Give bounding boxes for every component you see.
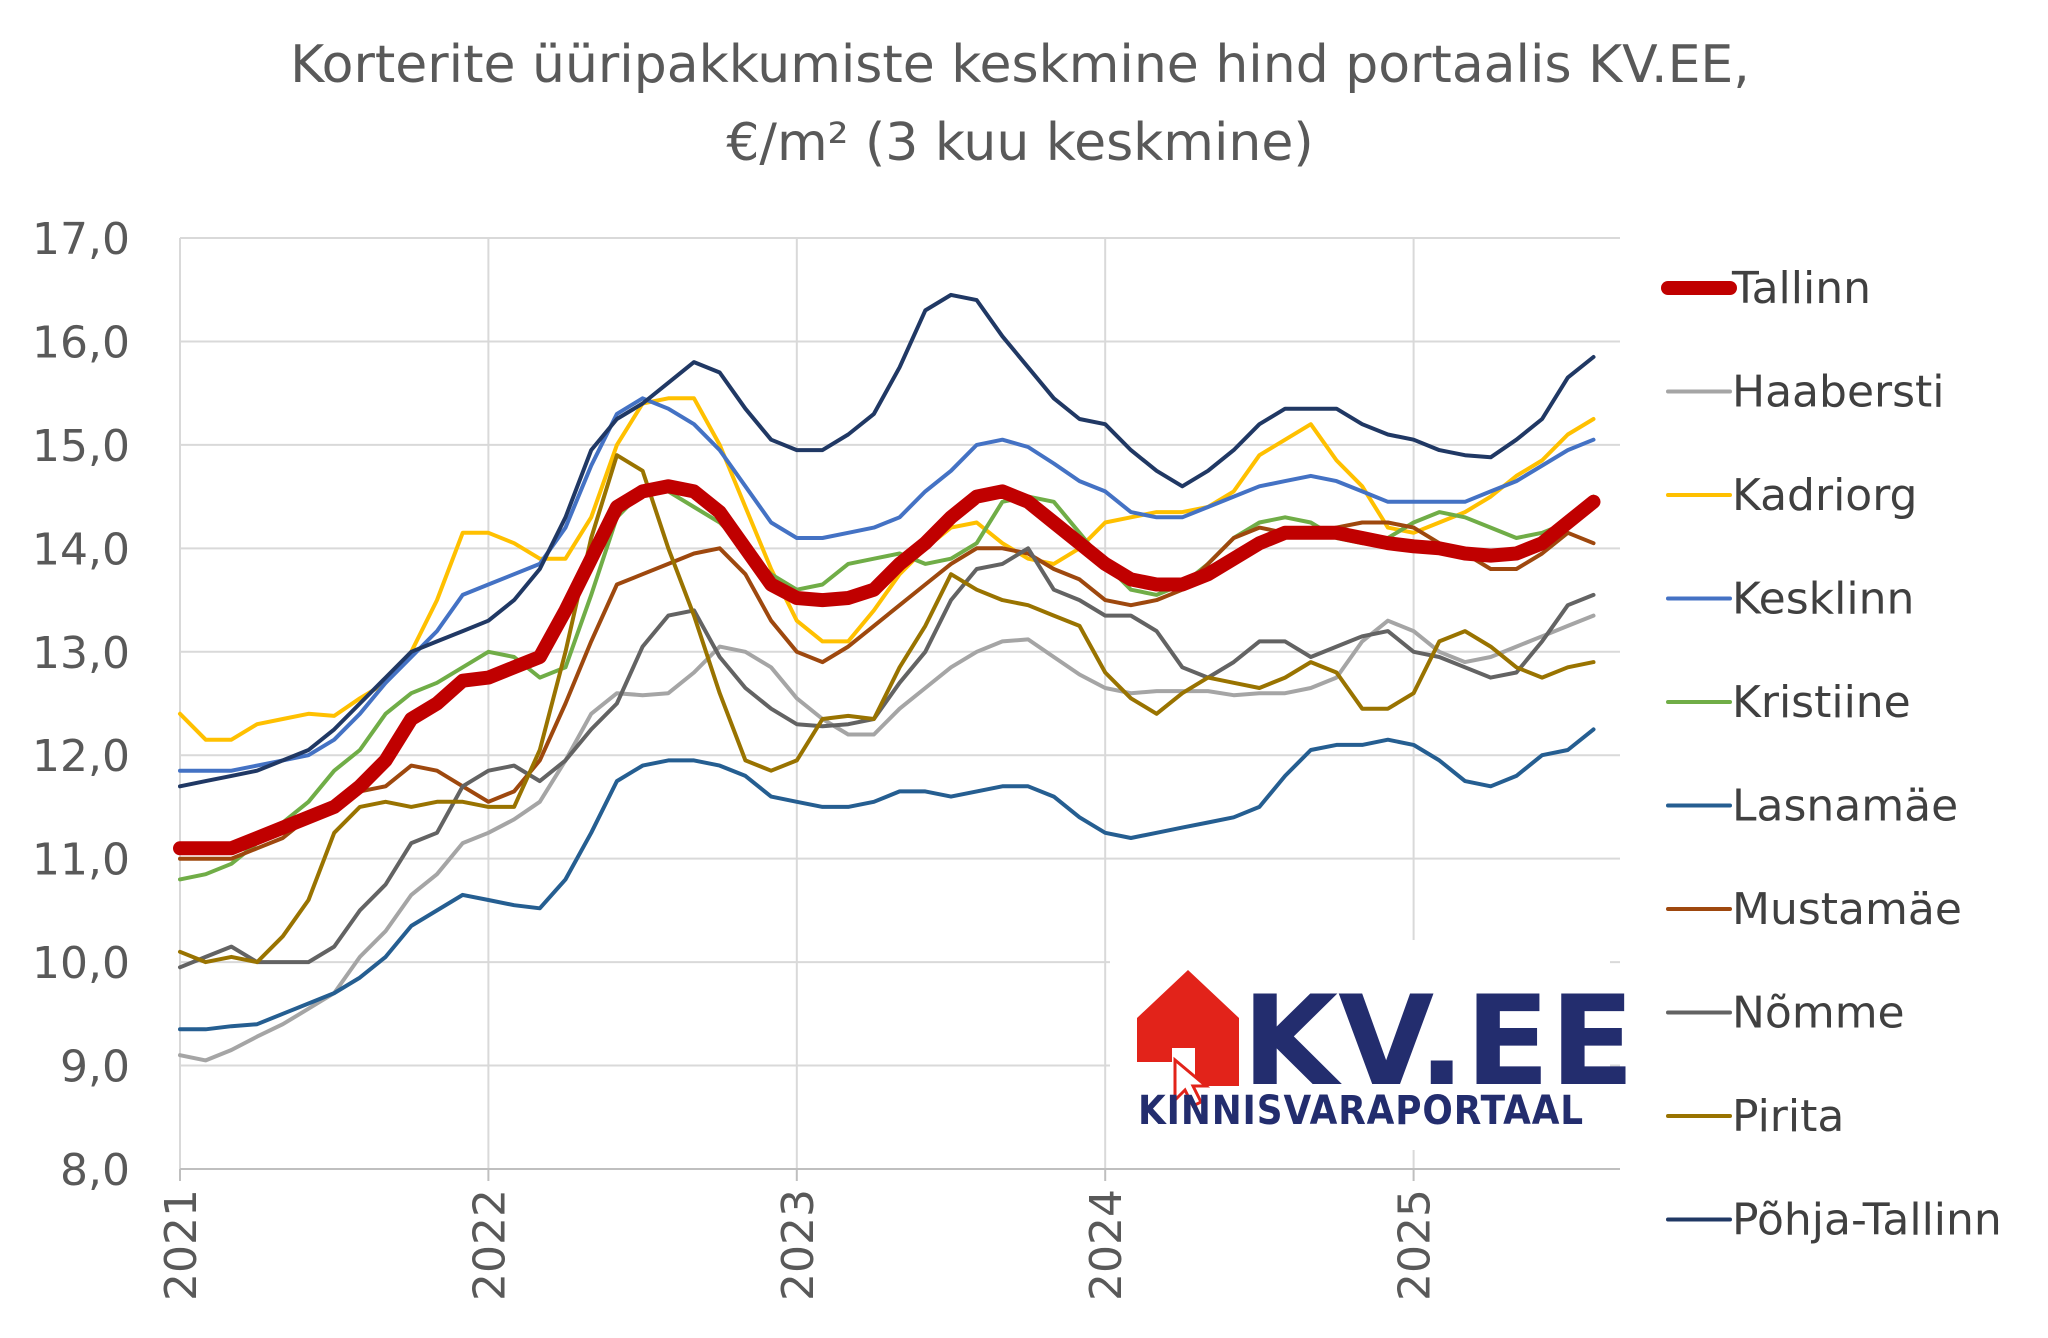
legend-label: Tallinn (1731, 263, 1871, 314)
series-line-pirita (178, 453, 1596, 965)
axes: 8,0 9,0 10,0 11,0 12,0 13,0 14,0 15,0 16,0 17,0 20… (32, 214, 1620, 1301)
series-lines (173, 292, 1601, 1063)
y-tick-label: 9,0 (60, 1042, 130, 1093)
legend-label: Mustamäe (1732, 884, 1962, 935)
x-tick-label: 2023 (773, 1189, 824, 1301)
legend-label: Kesklinn (1732, 574, 1914, 625)
legend-label: Haabersti (1732, 367, 1945, 418)
x-tick-label: 2021 (156, 1189, 207, 1301)
y-tick-label: 8,0 (60, 1145, 130, 1196)
series-line-kadriorg (178, 396, 1596, 742)
x-tick-label: 2022 (464, 1189, 515, 1301)
logo-main-text: KV.EE (1242, 970, 1635, 1114)
house-icon (1137, 970, 1239, 1109)
series-line-põhja-tallinn (178, 292, 1596, 789)
y-tick-label: 15,0 (32, 421, 130, 472)
y-tick-label: 16,0 (32, 317, 130, 368)
logo-subtitle-text: KINNISVARAPORTAAL (1138, 1088, 1584, 1134)
legend-label: Kristiine (1732, 677, 1911, 728)
y-tick-label: 11,0 (32, 835, 130, 886)
series-line-mustamäe (178, 520, 1596, 861)
legend-label: Pirita (1732, 1091, 1844, 1142)
series-line-nõmme (178, 546, 1596, 970)
chart-title-line-1: Korterite üüripakkumiste keskmine hind p… (290, 35, 1750, 95)
kv-ee-logo: KV.EE KINNISVARAPORTAAL (1110, 940, 1635, 1150)
legend-label: Põhja-Tallinn (1732, 1195, 2002, 1246)
y-tick-label: 17,0 (32, 214, 130, 265)
chart-title-line-2: €/m² (3 kuu keskmine) (726, 113, 1313, 173)
y-tick-label: 10,0 (32, 938, 130, 989)
legend-label: Nõmme (1732, 988, 1905, 1039)
legend: Tallinn Haabersti Kadriorg Kesklinn Kristiin… (1661, 263, 2002, 1246)
legend-label: Kadriorg (1732, 470, 1917, 521)
series-line-haabersti (178, 613, 1596, 1063)
x-tick-label: 2025 (1390, 1189, 1441, 1301)
series-line-tallinn (173, 479, 1601, 856)
y-tick-label: 13,0 (32, 628, 130, 679)
legend-label: Lasnamäe (1732, 781, 1958, 832)
x-tick-label: 2024 (1081, 1189, 1132, 1301)
gridlines (179, 237, 1620, 1169)
y-tick-label: 14,0 (32, 524, 130, 575)
series-line-kesklinn (178, 396, 1596, 773)
series-line-lasnamäe (178, 727, 1596, 1032)
y-tick-label: 12,0 (32, 731, 130, 782)
